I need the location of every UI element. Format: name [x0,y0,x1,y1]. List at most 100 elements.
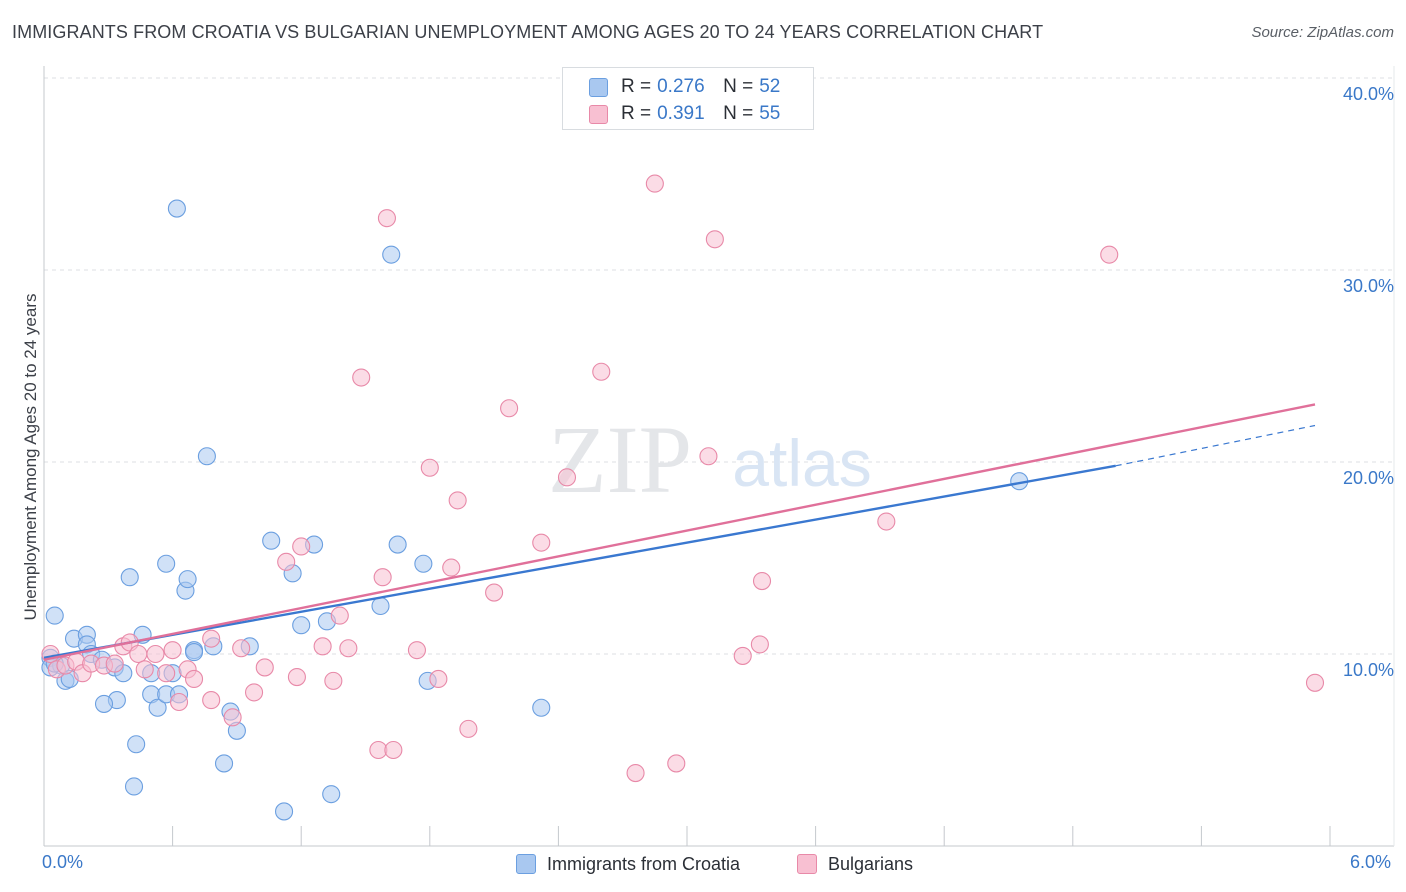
bulgarians-point [255,658,274,677]
croatia-point [322,785,341,804]
bulgarians-point [429,669,448,689]
bulgarians-point [752,571,772,591]
bulgarians-point [667,754,686,773]
legend-n-label: N = [723,76,754,97]
bulgarians-point [448,491,467,510]
legend-r-label: R = [621,76,652,97]
bulgarians-point [129,644,148,664]
croatia-point [94,694,114,713]
x-tick-label-min: 0.0% [42,852,84,872]
croatia-point [388,535,407,554]
bulgarians-point [420,458,439,477]
croatia-point [120,568,139,587]
croatia-point [262,531,281,550]
croatia-point [275,802,294,821]
bulgarians-point [369,740,388,760]
bulgarians-point [485,583,504,602]
bulgarians-point [163,641,182,660]
bottom-legend-swatch-bulgarians [797,854,817,874]
croatia-point [178,570,197,589]
y-axis-label: Unemployment Among Ages 20 to 24 years [21,293,40,621]
bulgarians-point [500,399,519,418]
legend-r-label: R = [621,103,652,124]
bulgarians-point [532,533,551,552]
bulgarians-point [330,606,349,625]
bulgarians-point [169,692,189,712]
bulgarians-point [202,629,221,648]
bulgarians-point [557,468,577,487]
bulgarians-point [157,664,176,683]
x-tick-label-max: 6.0% [1350,852,1392,872]
croatia-point [382,245,401,264]
croatia-point [127,735,146,754]
bottom-legend-bulgarians: Bulgarians [797,852,913,876]
watermark: ZIP atlas [548,406,872,513]
legend-swatch-croatia [589,77,608,97]
croatia-point [414,554,433,573]
bulgarians-point [592,362,611,381]
bulgarians-point [373,568,392,587]
legend-n-value: 55 [759,103,781,124]
legend-n-value: 52 [759,76,781,97]
bulgarians-point [277,552,296,571]
croatia-point [184,643,204,662]
bulgarians-point [339,639,358,658]
trend-line-croatia-extension [1115,424,1316,467]
croatia-point [148,698,167,717]
legend-row-croatia: R = 0.276 N = 52 [589,75,825,99]
croatia-point [371,596,390,616]
bulgarians-point [292,537,311,556]
y-tick-label: 30.0% [1342,276,1394,296]
source-label: Source: ZipAtlas.com [1251,24,1394,41]
chart-title: IMMIGRANTS FROM CROATIA VS BULGARIAN UNE… [12,22,1044,42]
bulgarians-point [324,671,343,690]
y-tick-label: 10.0% [1342,660,1394,680]
bulgarians-point [442,558,461,577]
bulgarians-point [244,683,264,702]
bottom-legend-swatch-croatia [516,854,536,874]
bulgarians-point [313,637,332,656]
correlation-legend: R = 0.276 N = 52 R = 0.391 N = 55 [562,67,814,130]
gridlines [44,77,1394,655]
legend-swatch-bulgarians [589,104,608,124]
croatia-point [45,606,64,625]
watermark-atlas: atlas [732,426,871,500]
bulgarians-point [1100,245,1119,264]
bulgarians-point [232,639,251,658]
watermark-zip: ZIP [548,406,692,513]
croatia-point [292,616,311,635]
bulgarians-point [377,209,396,228]
croatia-point [214,754,234,773]
bulgarians-point [202,691,221,710]
legend-row-bulgarians: R = 0.391 N = 55 [589,102,825,126]
trend-lines [43,403,1316,661]
croatia-point [532,698,551,717]
legend-r-value: 0.276 [657,76,705,97]
bulgarians-point [877,512,896,531]
croatia-point [197,447,216,466]
legend-n-label: N = [723,103,754,124]
y-tick-label: 20.0% [1342,468,1394,488]
bulgarians-point [384,740,403,760]
bulgarians-point [352,368,371,387]
bulgarians-point [733,646,752,665]
bulgarians-point [105,654,124,673]
bulgarians-point [645,174,664,193]
bulgarians-point [184,669,204,689]
trend-line-croatia [43,464,1116,660]
croatia-point [157,554,176,573]
y-tick-label: 40.0% [1342,84,1394,104]
bulgarians-point [223,708,242,727]
bulgarians-point [459,719,478,738]
series-croatia-points [41,199,1029,821]
croatia-point [167,199,186,218]
bulgarians-point [407,641,426,660]
bottom-legend-label-croatia: Immigrants from Croatia [547,853,741,874]
bulgarians-point [287,667,306,687]
axes [43,66,1395,847]
bulgarians-point [699,447,718,466]
bottom-legend-label-bulgarians: Bulgarians [828,853,914,874]
legend-r-value: 0.391 [657,103,705,124]
bulgarians-point [1305,673,1325,692]
bottom-legend-croatia: Immigrants from Croatia [516,852,740,876]
